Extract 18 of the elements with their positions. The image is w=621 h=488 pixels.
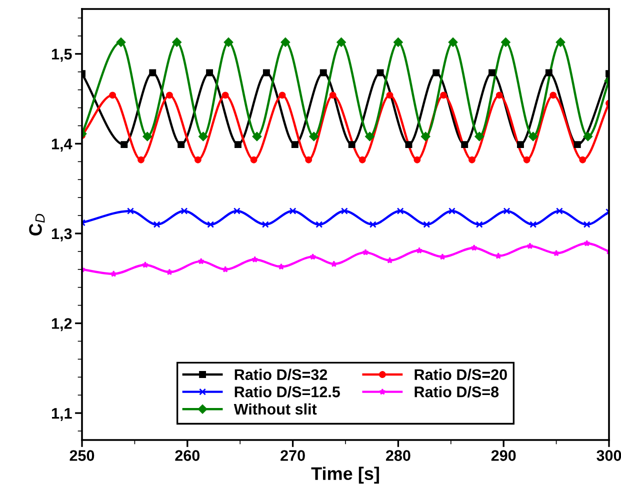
legend-label: Ratio D/S=8 — [414, 386, 499, 398]
y-tick-label: 1,5 — [52, 48, 72, 62]
x-tick-label: 270 — [280, 450, 305, 461]
x-axis-title: Time [s] — [311, 466, 379, 484]
y-tick-label: 1,1 — [52, 408, 72, 421]
legend-label: Ratio D/S=20 — [414, 368, 507, 380]
x-tick-label: 300 — [596, 450, 621, 461]
y-tick-label: 1,4 — [52, 138, 72, 152]
y-axis-title: C$_{D}$ — [29, 214, 45, 236]
x-tick-label: 290 — [491, 450, 516, 461]
y-tick-label: 1,3 — [52, 228, 72, 242]
y-tick-label: 1,2 — [52, 318, 72, 332]
x-tick-label: 250 — [70, 450, 94, 461]
legend-label: Without slit — [234, 403, 317, 415]
x-tick-label: 260 — [175, 450, 200, 461]
legend-label: Ratio D/S=32 — [234, 368, 328, 380]
legend-label: Ratio D/S=12.5 — [234, 386, 340, 398]
x-tick-label: 280 — [386, 450, 410, 461]
